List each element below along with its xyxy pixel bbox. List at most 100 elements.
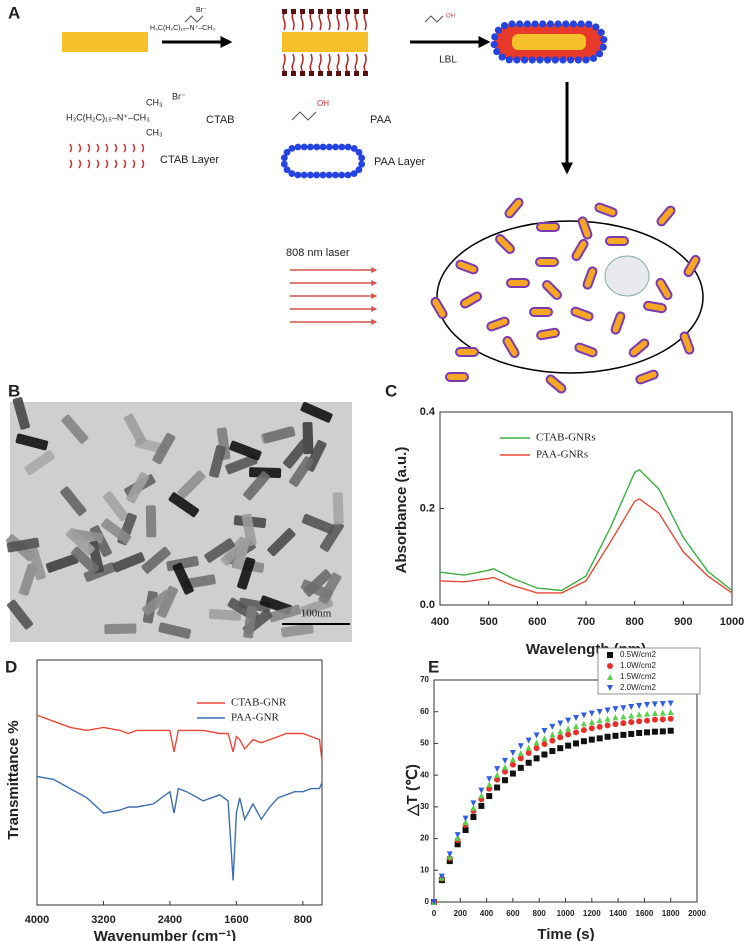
point: [454, 841, 461, 848]
x-tick-label: 600: [506, 909, 520, 918]
point: [525, 744, 532, 751]
tem-rod: [158, 622, 192, 639]
x-tick-label: 4000: [25, 914, 49, 926]
tem-rod: [61, 414, 89, 444]
point: [651, 709, 658, 716]
tem-rod: [318, 572, 342, 604]
gnr-rod: [574, 342, 598, 358]
tem-rod: [126, 472, 150, 504]
ctab-head: [363, 9, 368, 14]
gnr-rod: [570, 306, 594, 322]
x-tick-label: 400: [480, 909, 494, 918]
paa-bead: [536, 56, 544, 64]
point: [620, 720, 627, 727]
gnr-rod: [643, 300, 667, 314]
point: [470, 800, 477, 807]
x-tick-label: 3200: [91, 914, 115, 926]
ctab-molecule: [336, 53, 340, 73]
y-tick-label: 10: [420, 865, 429, 874]
ctab-molecule: [282, 11, 286, 31]
point: [620, 731, 627, 738]
ctab-molecule: [363, 53, 367, 73]
y-tick-label: 30: [420, 802, 429, 811]
point: [651, 728, 658, 735]
ctab-head: [336, 71, 341, 76]
paa-bead: [567, 56, 575, 64]
paa-bead: [531, 20, 539, 28]
tem-rod: [123, 413, 147, 446]
paa-bead: [559, 56, 567, 64]
legend-swatch: [607, 685, 613, 691]
panel-label: E: [428, 657, 439, 676]
point: [588, 725, 595, 732]
gold-rod: [512, 34, 586, 50]
ctab-head: [309, 71, 314, 76]
gnr-rod: [656, 205, 676, 227]
point: [478, 787, 485, 794]
ctab-head: [309, 9, 314, 14]
tem-rod: [145, 505, 157, 538]
paa-bead: [300, 171, 308, 179]
point: [431, 899, 437, 905]
gnr-rod: [594, 202, 618, 218]
tem-rod: [262, 426, 296, 444]
legend-swatch: [607, 663, 613, 669]
point: [494, 776, 501, 783]
legend-label: 1.5W/cm2: [620, 672, 657, 681]
tem-rod: [45, 553, 79, 573]
y-tick-label: 0.0: [420, 599, 435, 611]
point: [486, 776, 493, 783]
ctab-molecule: [345, 11, 349, 31]
tem-rod: [60, 486, 87, 517]
point: [651, 701, 658, 708]
paa-bead: [280, 160, 288, 168]
ctab-molecule: [291, 53, 295, 73]
tem-rod: [229, 440, 262, 461]
point: [620, 713, 627, 720]
point: [533, 732, 540, 739]
point: [557, 734, 564, 741]
paa-bead: [574, 56, 582, 64]
point: [596, 717, 603, 724]
x-tick-label: 0: [432, 909, 437, 918]
paa-bead: [288, 170, 296, 177]
ctab-head: [300, 71, 305, 76]
paa-bead: [358, 154, 366, 162]
ctab-molecule: [336, 11, 340, 31]
ctab-head: [354, 71, 359, 76]
tem-rod: [237, 557, 256, 590]
label: CTAB: [206, 114, 235, 126]
ctab-molecule: [123, 143, 127, 169]
paa-bead: [325, 143, 333, 151]
point: [659, 709, 666, 716]
point: [462, 815, 469, 822]
gold-rod: [282, 32, 368, 52]
ctab-head: [291, 9, 296, 14]
point: [604, 722, 611, 729]
tem-rod: [303, 569, 332, 597]
paa-bead: [528, 56, 536, 64]
point: [612, 706, 619, 713]
y-axis-label: △T (℃): [404, 764, 421, 817]
gnr-rod: [529, 307, 553, 317]
paa-bead: [283, 166, 291, 174]
point: [644, 702, 651, 709]
y-tick-label: 0.2: [420, 502, 435, 514]
x-tick-label: 1200: [583, 909, 601, 918]
ctab-molecule: [327, 53, 331, 73]
tem-rod: [70, 546, 100, 575]
point: [454, 832, 461, 839]
label: 808 nm laser: [286, 247, 350, 259]
x-tick-label: 1600: [636, 909, 654, 918]
point: [612, 714, 619, 721]
x-tick-label: 800: [533, 909, 547, 918]
ctab-molecule: [132, 143, 136, 169]
tem-rod: [289, 456, 314, 487]
point: [573, 740, 580, 747]
paa-bead: [592, 23, 600, 31]
x-axis-label: Time (s): [537, 926, 594, 941]
acrylic: [184, 15, 204, 23]
tem-rod: [24, 450, 55, 476]
formula: OH: [446, 14, 455, 20]
ctab-molecule: [309, 53, 313, 73]
